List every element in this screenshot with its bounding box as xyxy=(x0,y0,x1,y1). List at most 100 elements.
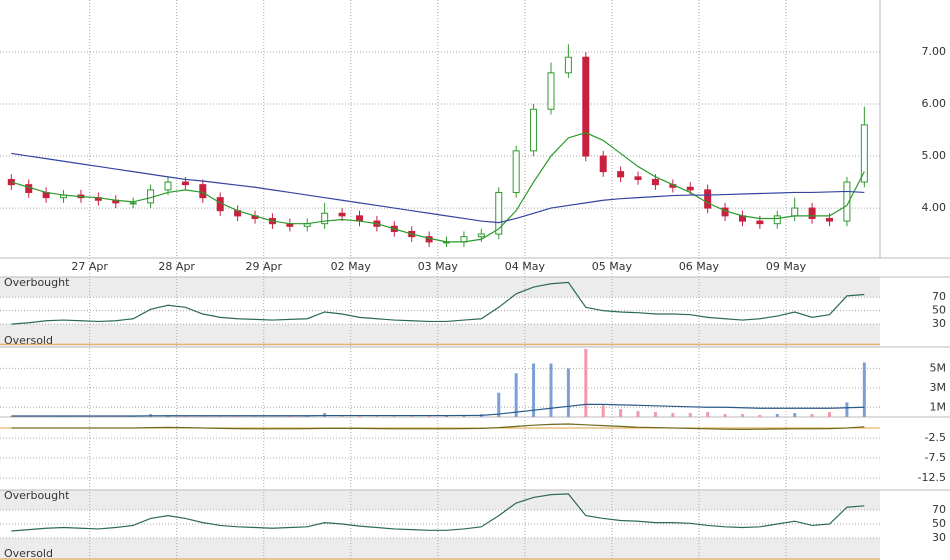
x-tick-label: 02 May xyxy=(331,260,372,273)
volume-bar xyxy=(375,416,379,417)
volume-bar xyxy=(723,414,727,417)
y-tick-label: 4.00 xyxy=(922,201,947,214)
volume-bar xyxy=(532,363,536,417)
y-tick-label: 3M xyxy=(930,381,947,394)
volume-bar xyxy=(183,416,187,417)
volume-bar xyxy=(445,416,449,417)
candle-body xyxy=(147,189,155,204)
x-tick-label: 05 May xyxy=(592,260,633,273)
zone-label: Overbought xyxy=(4,489,70,502)
volume-bar xyxy=(427,415,431,417)
y-tick-label: -7.5 xyxy=(925,451,946,464)
x-tick-label: 03 May xyxy=(418,260,459,273)
y-tick-label: 30 xyxy=(932,317,946,330)
volume-bar xyxy=(740,414,744,417)
candle-body xyxy=(164,181,172,191)
candle-body xyxy=(773,215,781,225)
candle-body xyxy=(199,184,207,199)
indicator-line xyxy=(11,493,865,532)
candle-body xyxy=(843,181,851,222)
volume-bar xyxy=(845,402,849,417)
volume-bar xyxy=(619,409,623,417)
volume-bar xyxy=(201,416,205,417)
candle-body xyxy=(791,207,799,217)
candle-body xyxy=(512,150,520,193)
y-tick-label: 50 xyxy=(932,517,946,530)
volume-bar xyxy=(584,348,588,417)
volume-bar xyxy=(549,363,553,417)
volume-bar xyxy=(357,416,361,417)
candle-body xyxy=(338,212,346,217)
indicator-line xyxy=(11,281,865,325)
candle-body xyxy=(547,72,555,110)
candle-body xyxy=(756,220,764,225)
y-tick-label: 5M xyxy=(930,361,947,374)
volume-bar xyxy=(410,416,414,417)
volume-bar xyxy=(758,415,762,417)
y-tick-label: 50 xyxy=(932,304,946,317)
y-tick-label: -2.5 xyxy=(925,431,946,444)
volume-bar xyxy=(514,373,518,417)
volume-bar xyxy=(236,416,240,417)
y-tick-label: 6.00 xyxy=(922,97,947,110)
volume-bar xyxy=(810,414,814,417)
indicator-line xyxy=(11,423,865,431)
candle-body xyxy=(25,184,33,193)
volume-bar xyxy=(270,416,274,417)
volume-bar xyxy=(653,412,657,417)
volume-bar xyxy=(706,412,710,417)
candle-body xyxy=(617,171,625,178)
volume-bar xyxy=(253,416,257,417)
y-tick-label: 70 xyxy=(932,290,946,303)
zone-label: Oversold xyxy=(4,334,53,347)
volume-bar xyxy=(793,413,797,417)
candle-body xyxy=(321,212,329,225)
volume-bar xyxy=(688,413,692,417)
candle-body xyxy=(477,233,485,238)
zone-label: Oversold xyxy=(4,547,53,560)
candle-body xyxy=(495,191,503,235)
y-tick-label: 70 xyxy=(932,503,946,516)
zone-band xyxy=(0,277,880,298)
x-tick-label: 09 May xyxy=(766,260,807,273)
candle-body xyxy=(129,202,137,205)
zone-band xyxy=(0,538,880,560)
y-tick-label: 7.00 xyxy=(922,45,947,58)
y-tick-label: -12.5 xyxy=(918,471,946,484)
candle-body xyxy=(530,108,538,152)
volume-bar xyxy=(601,405,605,417)
y-tick-label: 5.00 xyxy=(922,149,947,162)
volume-bar xyxy=(775,414,779,417)
volume-bar xyxy=(566,368,570,417)
zone-label: Overbought xyxy=(4,276,70,289)
x-tick-label: 28 Apr xyxy=(158,260,195,273)
volume-bar xyxy=(497,392,501,417)
indicator-line xyxy=(11,152,865,224)
y-tick-label: 1M xyxy=(930,400,947,413)
y-tick-label: 30 xyxy=(932,531,946,544)
candle-body xyxy=(7,178,15,186)
candle-body xyxy=(582,56,590,157)
volume-bar xyxy=(671,413,675,417)
candle-body xyxy=(564,56,572,74)
volume-bar xyxy=(288,416,292,417)
zone-band xyxy=(0,324,880,347)
candle-body xyxy=(599,155,607,173)
candle-body xyxy=(686,186,694,191)
zone-band xyxy=(0,490,880,511)
candle-body xyxy=(808,207,816,219)
volume-bar xyxy=(340,416,344,417)
candle-body xyxy=(634,176,642,180)
candle-body xyxy=(651,178,659,186)
x-tick-label: 27 Apr xyxy=(71,260,108,273)
indicator-line xyxy=(11,403,865,417)
candle-body xyxy=(860,124,868,183)
volume-bar xyxy=(862,362,866,417)
x-tick-label: 06 May xyxy=(679,260,720,273)
x-tick-label: 29 Apr xyxy=(245,260,282,273)
indicator-line xyxy=(11,132,865,243)
candle-body xyxy=(704,189,712,209)
x-tick-label: 04 May xyxy=(505,260,546,273)
candle-body xyxy=(181,181,189,186)
